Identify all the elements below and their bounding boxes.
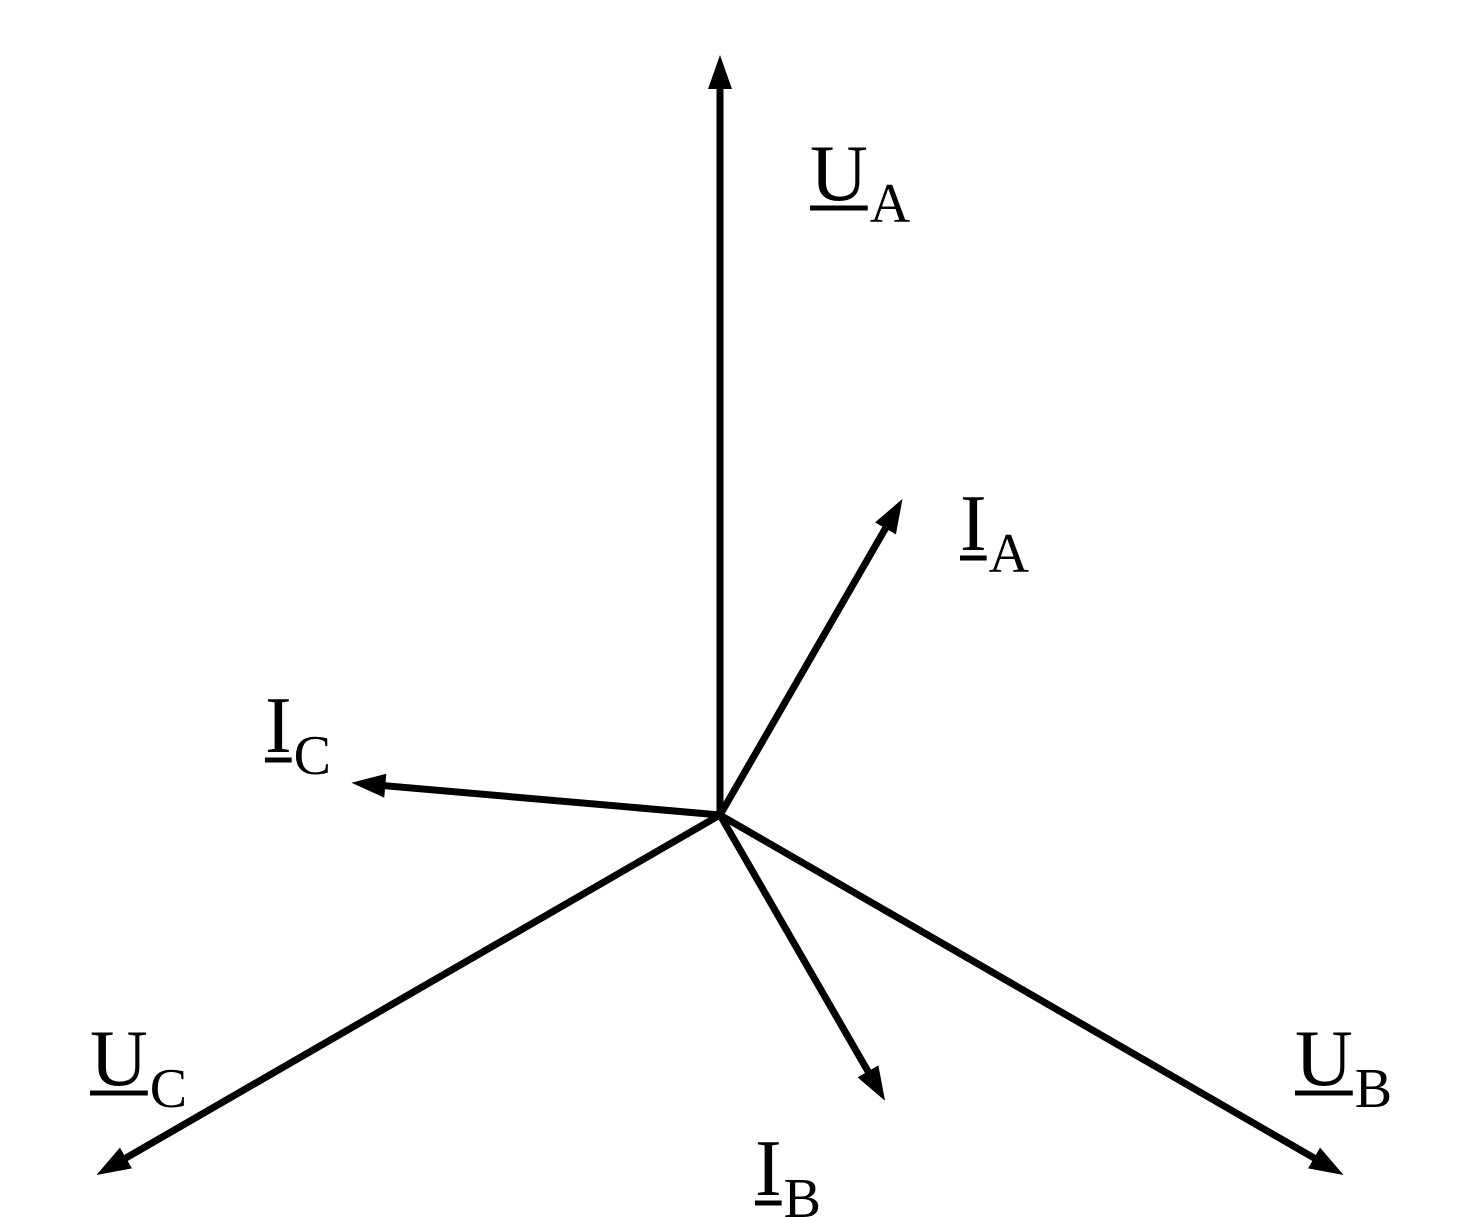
phasor-diagram: UAUBUCIAIBIC bbox=[0, 0, 1479, 1217]
vector-label: UC bbox=[90, 1015, 187, 1120]
vector-label: IC bbox=[265, 682, 331, 787]
vector-label: IA bbox=[960, 480, 1030, 585]
vector-label: UA bbox=[810, 130, 911, 235]
vector-label: UB bbox=[1295, 1015, 1392, 1120]
